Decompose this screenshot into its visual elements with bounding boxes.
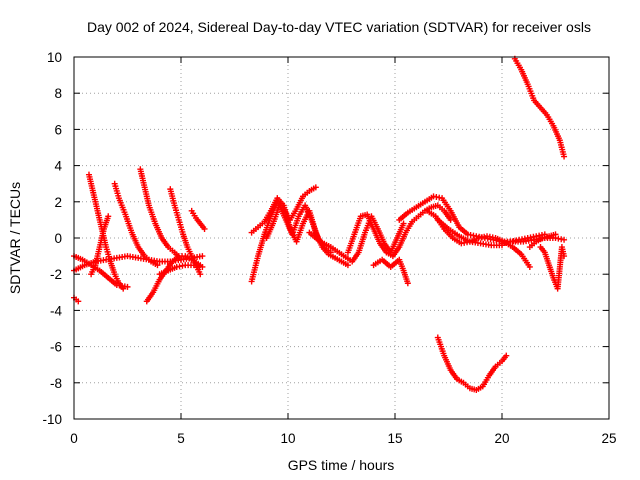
series-sat-p: [344, 202, 454, 260]
data-point: [312, 184, 319, 191]
x-tick-label: 25: [601, 431, 616, 446]
y-tick-label: -8: [50, 376, 62, 391]
series-sat-h: [143, 253, 204, 305]
y-tick-label: 10: [47, 50, 62, 65]
data-point: [124, 283, 131, 290]
series-sat-w: [526, 231, 559, 251]
series-sat-f: [111, 180, 161, 269]
x-tick-label: 20: [494, 431, 509, 446]
x-tick-label: 10: [280, 431, 295, 446]
series-sat-i: [167, 186, 204, 278]
series-sat-q: [370, 256, 411, 287]
series-sat-v: [537, 244, 568, 292]
data-layer: [71, 55, 568, 394]
data-point: [526, 263, 533, 270]
y-axis-label: SDTVAR / TECUs: [7, 182, 23, 294]
tick-layer: 0 5 10 15 20 25 -10 -8 -6 -4 -2 0 2 4 6 8 10: [42, 50, 616, 446]
chart-title: Day 002 of 2024, Sidereal Day-to-day VTE…: [87, 19, 591, 35]
data-point: [561, 236, 568, 243]
y-tick-label: -6: [50, 340, 62, 355]
y-tick-label: -2: [50, 267, 62, 282]
data-point: [552, 231, 559, 238]
y-tick-label: 2: [54, 195, 62, 210]
series-sat-j: [156, 262, 206, 278]
x-axis-label: GPS time / hours: [288, 457, 395, 473]
series-sat-c: [71, 253, 131, 290]
data-point: [178, 256, 184, 263]
y-tick-label: 4: [54, 159, 62, 174]
series-sat-t: [434, 216, 505, 249]
data-point: [199, 253, 206, 260]
data-point: [327, 249, 334, 256]
series-sat-k: [188, 207, 208, 232]
data-point: [447, 216, 454, 223]
data-point: [561, 253, 568, 260]
data-point: [197, 271, 204, 278]
x-tick-label: 0: [70, 431, 78, 446]
series-sat-l: [248, 184, 319, 285]
data-point: [503, 352, 510, 359]
x-tick-label: 15: [387, 431, 402, 446]
data-point: [400, 220, 407, 227]
data-point: [201, 225, 208, 232]
y-tick-label: 0: [54, 231, 62, 246]
series-sat-y: [434, 334, 510, 394]
series-sat-a: [71, 294, 82, 305]
data-point: [404, 280, 411, 287]
data-point: [120, 285, 127, 292]
data-point: [199, 263, 206, 270]
y-tick-label: -4: [50, 303, 62, 318]
data-point: [561, 153, 568, 160]
data-point: [344, 262, 351, 269]
y-tick-label: -10: [42, 412, 62, 427]
data-point: [105, 213, 112, 220]
data-point: [75, 298, 82, 305]
series-sat-e: [88, 213, 112, 278]
y-tick-label: 6: [54, 122, 62, 137]
x-tick-label: 5: [177, 431, 185, 446]
series-sat-x: [511, 55, 568, 160]
series-sat-g: [137, 166, 184, 263]
y-tick-label: 8: [54, 86, 62, 101]
data-point: [154, 262, 161, 269]
